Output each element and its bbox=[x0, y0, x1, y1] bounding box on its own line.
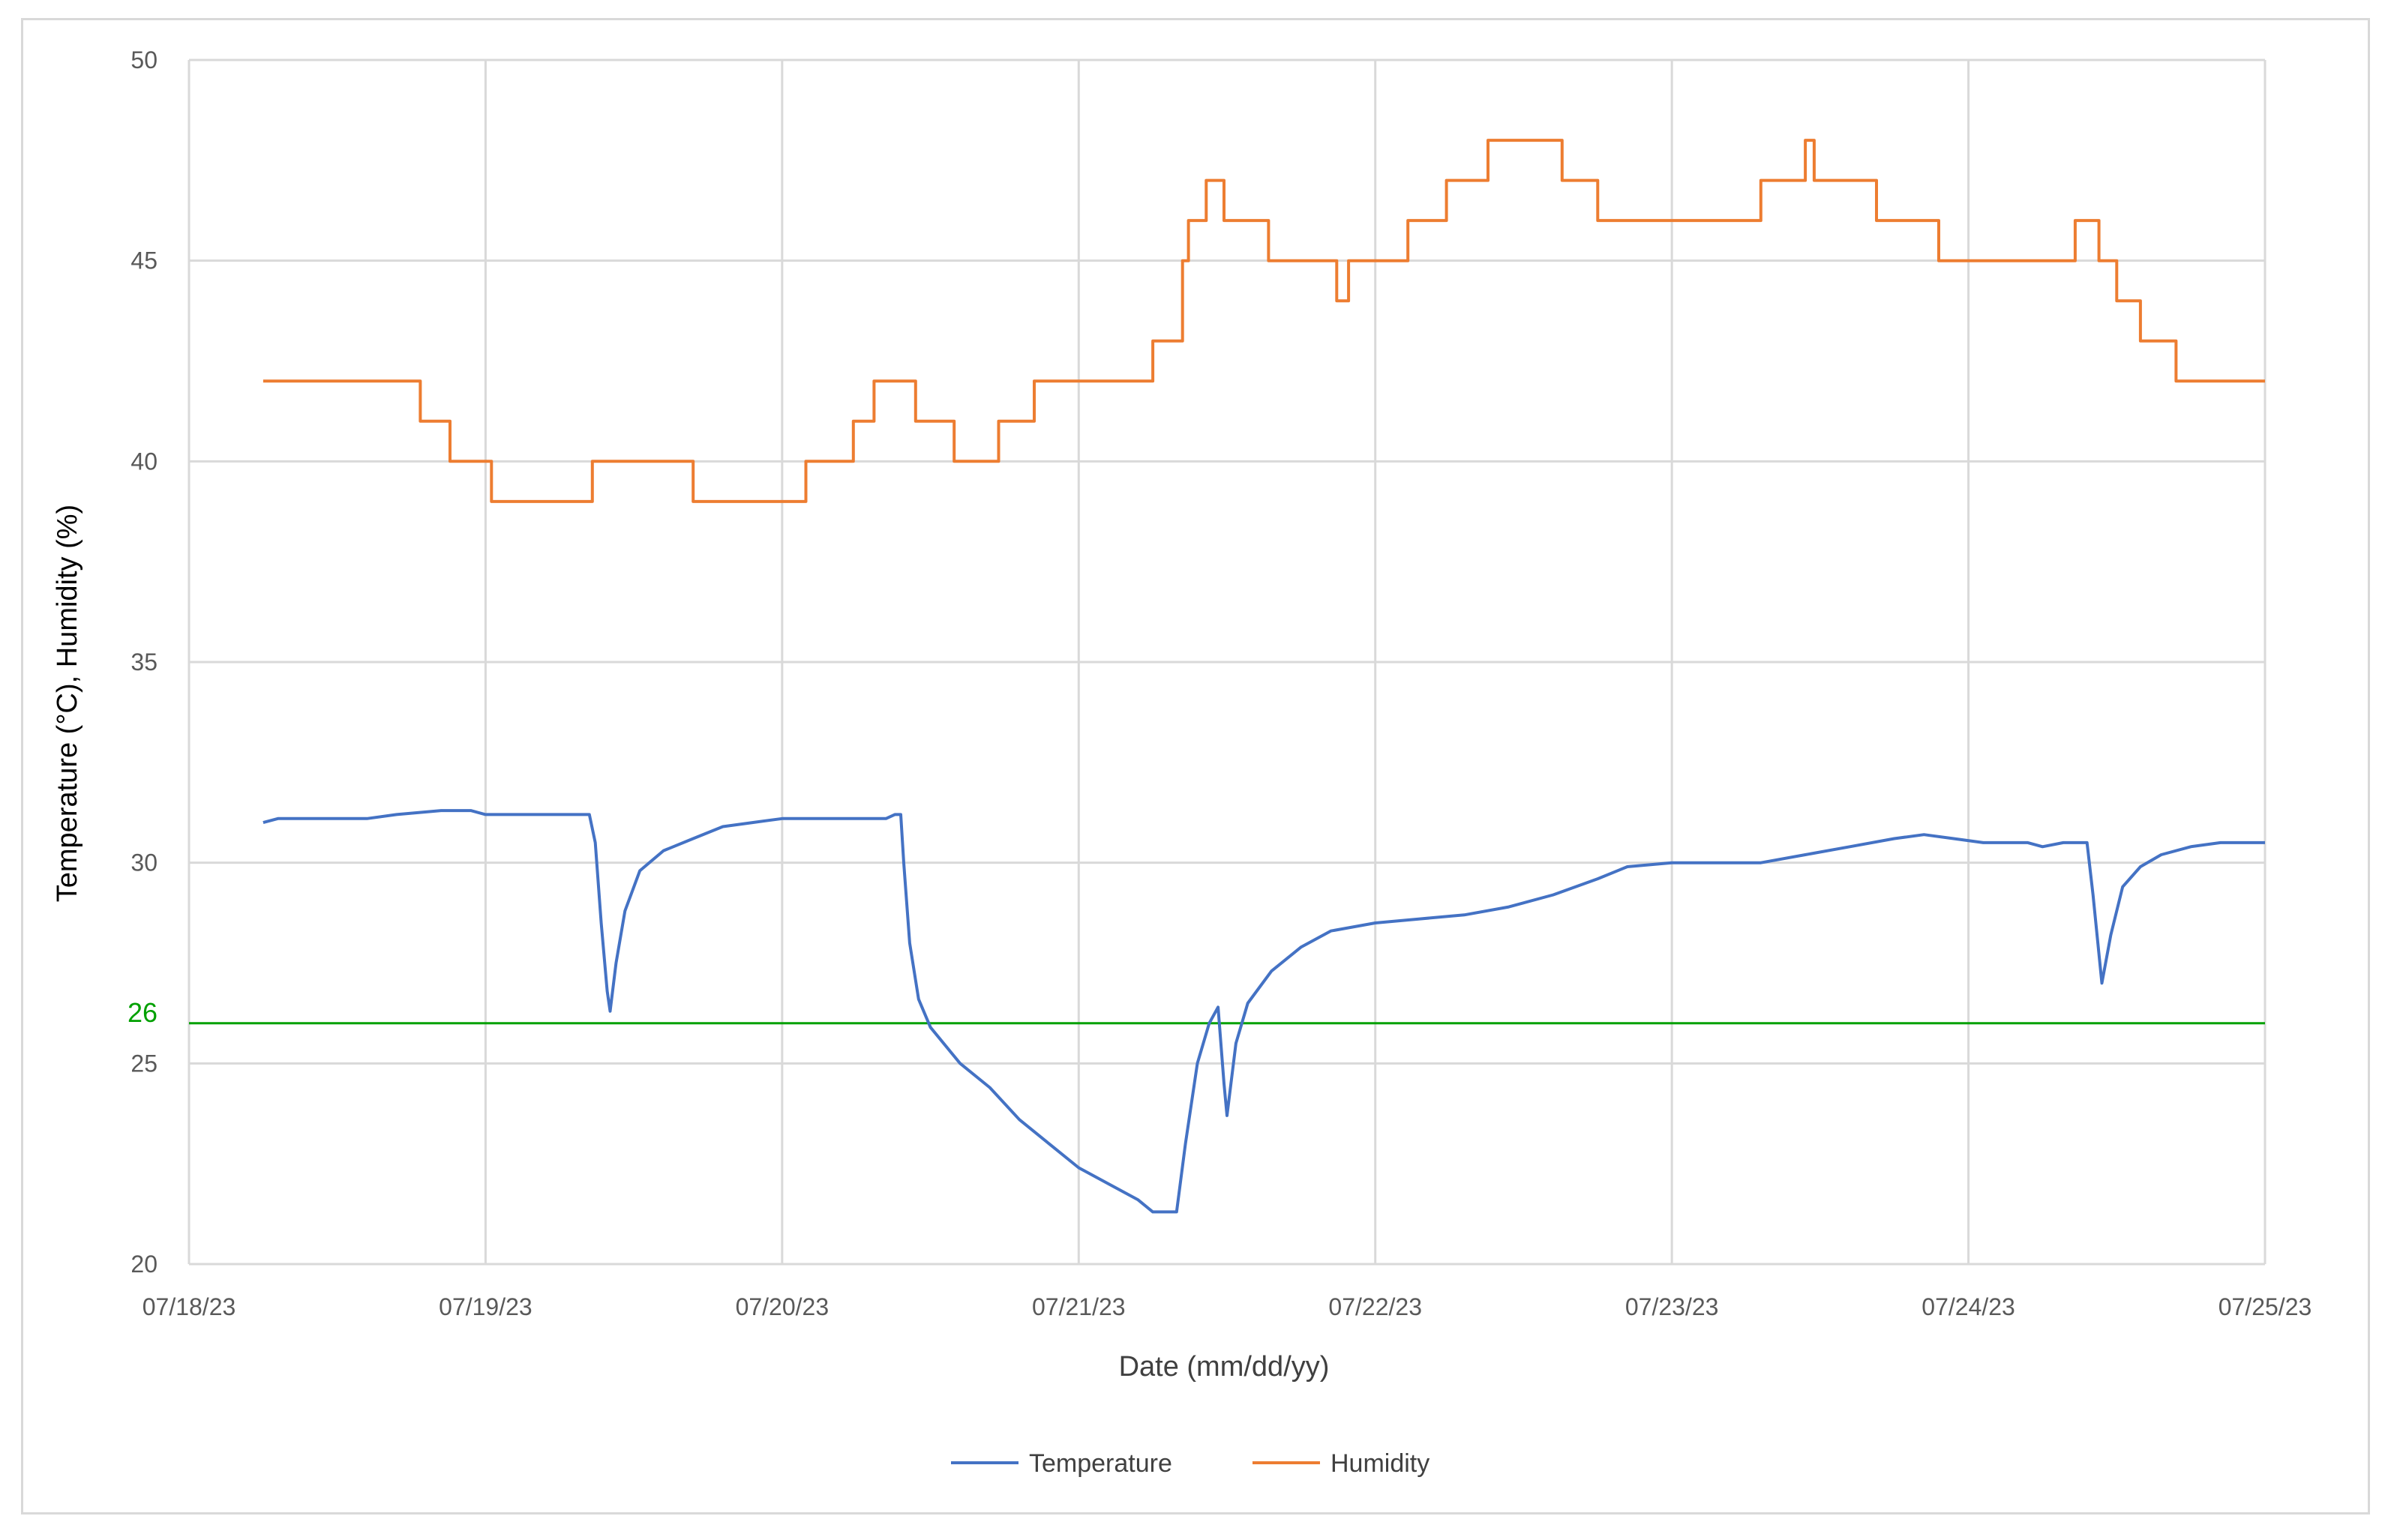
x-tick-label: 07/20/23 bbox=[736, 1293, 830, 1320]
series-line-humidity bbox=[262, 139, 2265, 503]
legend: Temperature Humidity bbox=[951, 1449, 1430, 1478]
x-tick-label: 07/24/23 bbox=[1922, 1293, 2015, 1320]
y-tick-label: 50 bbox=[130, 46, 158, 73]
y-axis-title: Temperature (°C), Humidity (%) bbox=[52, 505, 83, 902]
y-tick-label: 40 bbox=[130, 448, 158, 475]
y-tick-label: 45 bbox=[130, 247, 158, 274]
x-tick-labels: 07/18/23 07/19/23 07/20/23 07/21/23 07/22/23… bbox=[142, 1293, 2312, 1320]
series-group bbox=[262, 139, 2265, 1214]
x-tick-label: 07/18/23 bbox=[142, 1293, 236, 1320]
y-tick-label: 20 bbox=[130, 1251, 158, 1278]
series-line-temperature bbox=[262, 809, 2265, 1214]
x-tick-label: 07/19/23 bbox=[439, 1293, 532, 1320]
x-tick-label: 07/21/23 bbox=[1032, 1293, 1126, 1320]
y-tick-label: 30 bbox=[130, 849, 158, 876]
legend-label-temperature: Temperature bbox=[1029, 1449, 1172, 1478]
y-tick-label: 25 bbox=[130, 1050, 158, 1077]
y-tick-labels: 20 25 30 35 40 45 50 bbox=[130, 46, 158, 1278]
reference-line-label: 26 bbox=[128, 997, 158, 1028]
x-tick-label: 07/23/23 bbox=[1625, 1293, 1719, 1320]
x-tick-label: 07/22/23 bbox=[1328, 1293, 1422, 1320]
x-tick-label: 07/25/23 bbox=[2218, 1293, 2312, 1320]
reference-line-group: 26 bbox=[128, 997, 2265, 1028]
y-tick-label: 35 bbox=[130, 649, 158, 676]
legend-label-humidity: Humidity bbox=[1330, 1449, 1430, 1478]
x-axis-title: Date (mm/dd/yy) bbox=[1119, 1351, 1330, 1383]
grid bbox=[188, 58, 2266, 1266]
